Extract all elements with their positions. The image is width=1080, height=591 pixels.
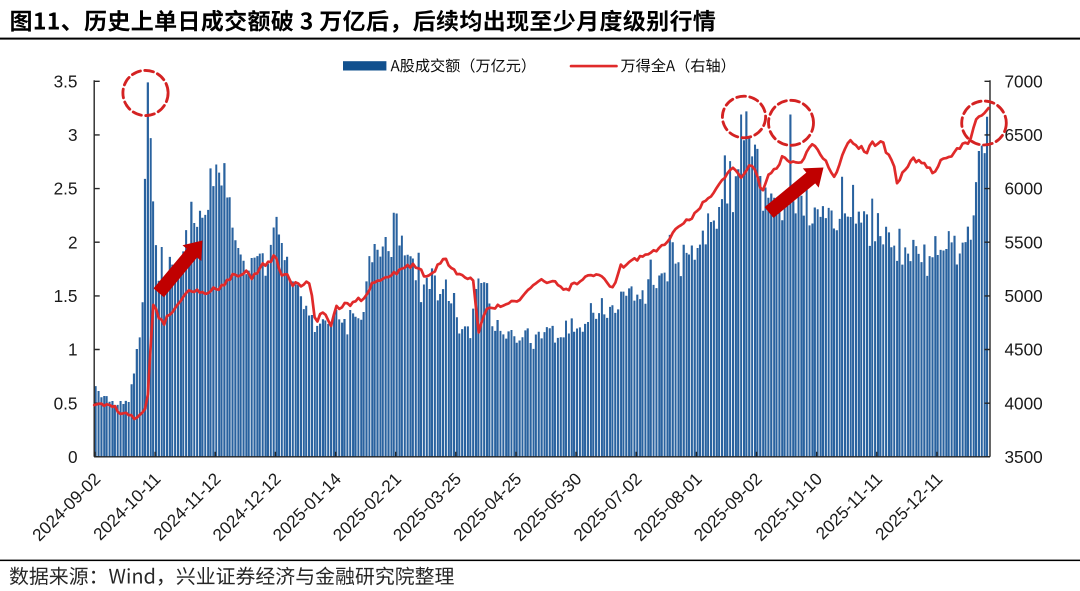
svg-text:6500: 6500 — [1005, 125, 1043, 145]
svg-text:3.5: 3.5 — [54, 71, 78, 91]
svg-text:0: 0 — [68, 447, 78, 467]
svg-text:2.5: 2.5 — [54, 179, 78, 199]
svg-text:1: 1 — [68, 340, 78, 360]
svg-text:2: 2 — [68, 232, 78, 252]
svg-text:5000: 5000 — [1005, 286, 1043, 306]
svg-text:3: 3 — [68, 125, 78, 145]
svg-text:0.5: 0.5 — [54, 393, 78, 413]
svg-text:6000: 6000 — [1005, 179, 1043, 199]
svg-text:7000: 7000 — [1005, 71, 1043, 91]
svg-text:4000: 4000 — [1005, 393, 1043, 413]
svg-text:4500: 4500 — [1005, 340, 1043, 360]
svg-text:1.5: 1.5 — [54, 286, 78, 306]
svg-text:3500: 3500 — [1005, 447, 1043, 467]
svg-text:5500: 5500 — [1005, 232, 1043, 252]
